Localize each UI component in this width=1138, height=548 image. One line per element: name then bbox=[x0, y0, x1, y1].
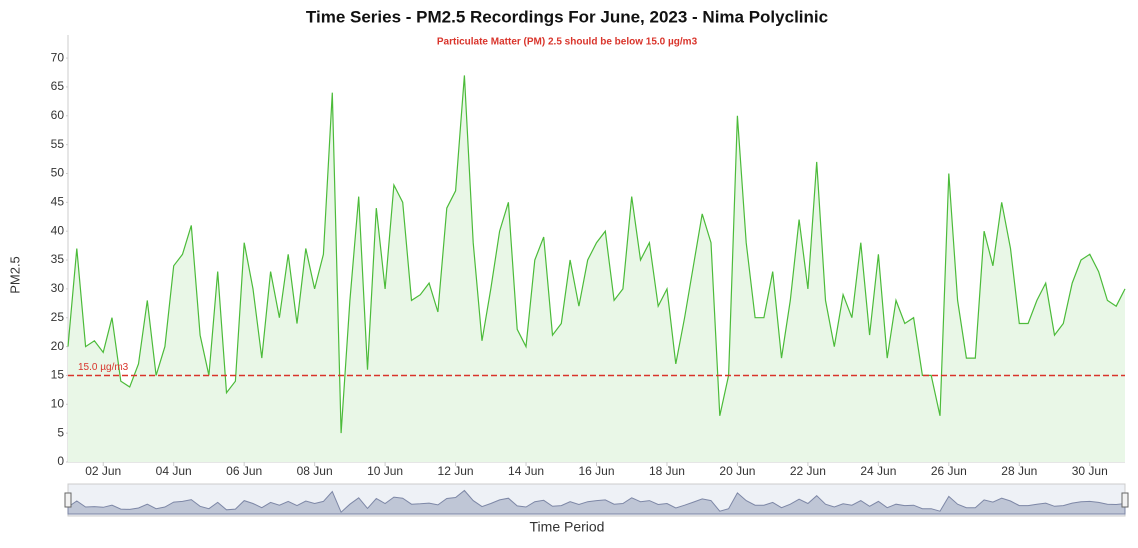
y-tick-label: 40 bbox=[51, 223, 65, 237]
navigator-handle[interactable] bbox=[64, 492, 72, 508]
x-tick-label: 18 Jun bbox=[649, 464, 685, 478]
area bbox=[68, 75, 1125, 463]
y-tick-label: 55 bbox=[51, 137, 65, 151]
x-axis-label: Time Period bbox=[530, 519, 605, 535]
x-tick-label: 22 Jun bbox=[790, 464, 826, 478]
x-tick-label: 04 Jun bbox=[156, 464, 192, 478]
x-tick-label: 12 Jun bbox=[438, 464, 474, 478]
chart-subtitle: Particulate Matter (PM) 2.5 should be be… bbox=[437, 37, 698, 48]
x-tick-label: 14 Jun bbox=[508, 464, 544, 478]
x-tick-label: 24 Jun bbox=[860, 464, 896, 478]
x-tick-label: 16 Jun bbox=[578, 464, 614, 478]
x-tick-label: 28 Jun bbox=[1001, 464, 1037, 478]
navigator-handle[interactable] bbox=[1121, 492, 1129, 508]
line bbox=[67, 75, 1126, 434]
y-tick-label: 25 bbox=[51, 310, 65, 324]
x-tick-label: 02 Jun bbox=[85, 464, 121, 478]
y-tick-label: 5 bbox=[57, 425, 64, 439]
y-tick-label: 65 bbox=[51, 79, 65, 93]
y-tick-label: 20 bbox=[51, 339, 65, 353]
x-tick-label: 08 Jun bbox=[297, 464, 333, 478]
navigator-area bbox=[67, 489, 1126, 515]
y-tick-label: 35 bbox=[51, 252, 65, 266]
y-tick-label: 15 bbox=[51, 368, 65, 382]
y-axis-label: PM2.5 bbox=[7, 256, 22, 294]
x-tick-label: 30 Jun bbox=[1072, 464, 1108, 478]
y-tick-label: 70 bbox=[51, 50, 65, 64]
y-tick-label: 10 bbox=[51, 396, 65, 410]
x-tick-label: 10 Jun bbox=[367, 464, 403, 478]
chart-title: Time Series - PM2.5 Recordings For June,… bbox=[306, 7, 828, 26]
y-tick-label: 50 bbox=[51, 166, 65, 180]
y-tick-label: 45 bbox=[51, 195, 65, 209]
threshold-label: 15.0 µg/m3 bbox=[78, 362, 129, 373]
x-tick-label: 20 Jun bbox=[719, 464, 755, 478]
x-tick-label: 26 Jun bbox=[931, 464, 967, 478]
y-tick-label: 0 bbox=[57, 454, 64, 468]
y-tick-label: 30 bbox=[51, 281, 65, 295]
y-tick-label: 60 bbox=[51, 108, 65, 122]
x-tick-label: 06 Jun bbox=[226, 464, 262, 478]
